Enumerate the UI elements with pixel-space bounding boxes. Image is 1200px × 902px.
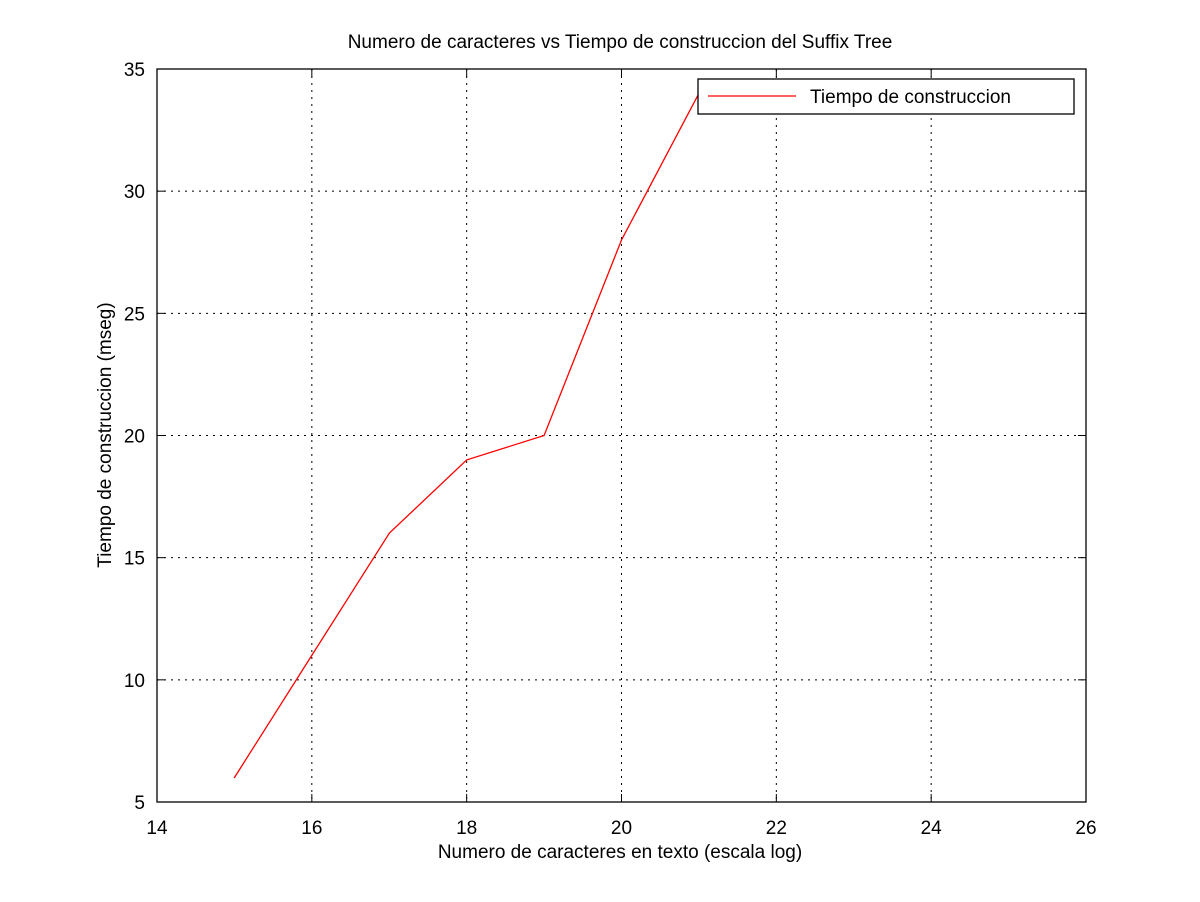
plot-area-frame bbox=[156, 68, 1087, 803]
y-tick-label: 10 bbox=[124, 671, 145, 692]
legend-label: Tiempo de construccion bbox=[810, 87, 1011, 108]
y-tick-label: 5 bbox=[134, 793, 145, 814]
chart-title: Numero de caracteres vs Tiempo de constr… bbox=[348, 32, 893, 53]
data-point bbox=[543, 434, 545, 437]
y-tick-label: 15 bbox=[124, 549, 145, 570]
data-point bbox=[311, 654, 313, 657]
data-point bbox=[233, 776, 236, 779]
y-axis-label: Tiempo de construccion (mseg) bbox=[95, 302, 116, 567]
x-axis-label: Numero de caracteres en texto (escala lo… bbox=[438, 842, 802, 863]
data-point bbox=[466, 459, 468, 461]
grid-lines bbox=[157, 69, 1086, 802]
legend: Tiempo de construccion bbox=[697, 78, 1075, 115]
y-tick-label: 25 bbox=[124, 304, 145, 325]
y-tick-label: 30 bbox=[124, 182, 145, 203]
x-tick-label: 16 bbox=[301, 818, 322, 839]
data-point bbox=[388, 532, 390, 534]
axis-ticks: 14 16 18 20 22 24 26 5 10 15 20 25 30 35 bbox=[124, 60, 1097, 839]
x-tick-label: 24 bbox=[921, 818, 943, 839]
x-tick-label: 22 bbox=[766, 818, 787, 839]
y-tick-label: 35 bbox=[124, 60, 145, 81]
x-tick-label: 20 bbox=[611, 818, 632, 839]
x-tick-label: 14 bbox=[146, 818, 168, 839]
x-tick-label: 26 bbox=[1075, 818, 1096, 839]
y-tick-label: 20 bbox=[124, 427, 145, 448]
x-tick-label: 18 bbox=[456, 818, 477, 839]
data-point bbox=[620, 239, 623, 241]
